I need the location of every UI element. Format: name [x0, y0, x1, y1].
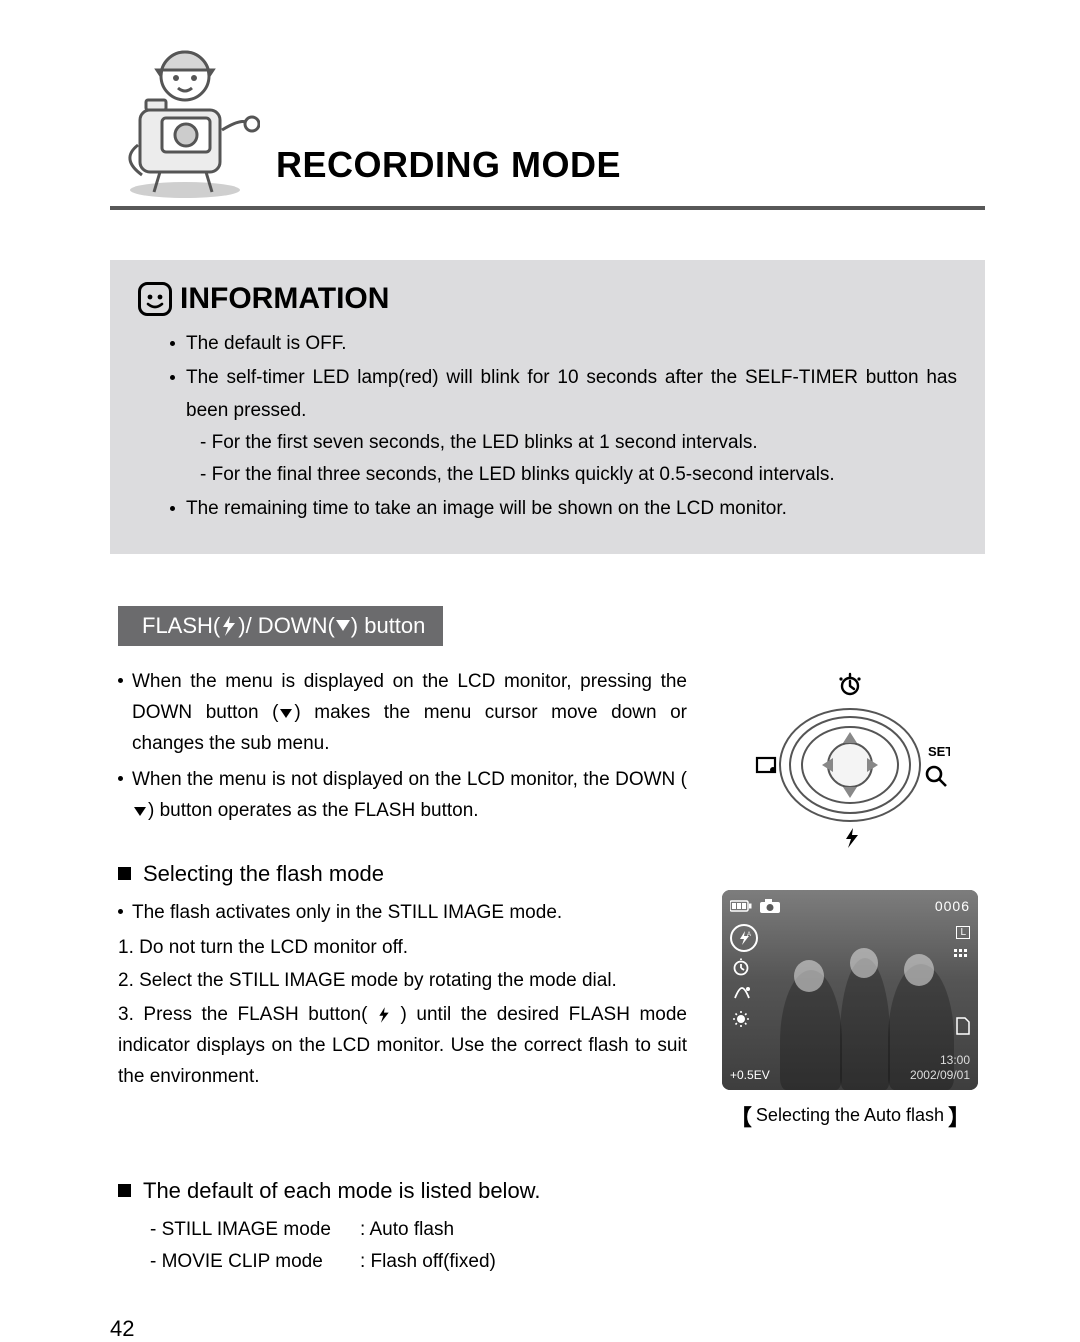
select-bullet: The flash activates only in the STILL IM…: [132, 897, 687, 928]
flash-icon: [377, 1006, 391, 1024]
info-item: The self-timer LED lamp(red) will blink …: [186, 362, 957, 491]
subheading-text: The default of each mode is listed below…: [143, 1178, 540, 1204]
section-bar-text: )/ DOWN(: [238, 613, 335, 639]
mascot-illustration: [110, 40, 260, 200]
controller-diagram: SET: [750, 670, 950, 860]
battery-icon: [730, 900, 752, 912]
select-step: 2. Select the STILL IMAGE mode by rotati…: [118, 965, 687, 996]
text: 3. Press the FLASH button(: [118, 1004, 377, 1025]
auto-flash-indicator: A: [730, 924, 758, 952]
lcd-caption: 【 Selecting the Auto flash 】: [715, 1100, 985, 1132]
flash-icon: [220, 615, 238, 637]
information-box: INFORMATION The default is OFF. The self…: [110, 260, 985, 554]
section-bar-text: FLASH(: [142, 613, 220, 639]
info-item: The default is OFF.: [186, 328, 957, 360]
lcd-counter: 0006: [935, 898, 970, 914]
text: ) button operates as the FLASH button.: [148, 800, 479, 821]
defaults-value: : Auto flash: [360, 1214, 454, 1246]
defaults-key: - STILL IMAGE mode: [150, 1214, 360, 1246]
lcd-time: 13:00: [910, 1053, 970, 1069]
macro-icon: [732, 986, 752, 1000]
quality-icon: [954, 949, 970, 961]
card-icon: [956, 1017, 970, 1035]
text: When the menu is not displayed on the LC…: [132, 769, 687, 790]
defaults-key: - MOVIE CLIP mode: [150, 1246, 360, 1278]
lcd-preview: 0006 A L +0.5EV 13:0: [722, 890, 978, 1090]
square-bullet-icon: [118, 1184, 131, 1197]
flash-desc-item: When the menu is not displayed on the LC…: [132, 764, 687, 827]
information-heading: INFORMATION: [180, 282, 389, 316]
info-item-text: The self-timer LED lamp(red) will blink …: [186, 367, 957, 420]
section-bar-text: ) button: [351, 613, 426, 639]
information-icon: [138, 282, 172, 316]
defaults-row: - MOVIE CLIP mode : Flash off(fixed): [110, 1246, 985, 1278]
section-bar-flash-down: FLASH( )/ DOWN( ) button: [118, 606, 443, 646]
info-item: The remaining time to take an image will…: [186, 493, 957, 525]
page-number: 42: [110, 1316, 985, 1342]
square-bullet-icon: [118, 867, 131, 880]
size-badge: L: [956, 926, 970, 939]
down-triangle-icon: [335, 619, 351, 633]
subheading-selecting-flash: Selecting the flash mode: [118, 861, 687, 887]
lcd-caption-text: Selecting the Auto flash: [756, 1105, 944, 1126]
info-subitem: - For the first seven seconds, the LED b…: [186, 427, 957, 459]
down-triangle-icon: [134, 807, 146, 816]
defaults-value: : Flash off(fixed): [360, 1246, 496, 1278]
page-title: RECORDING MODE: [276, 144, 621, 186]
lcd-date: 2002/09/01: [910, 1068, 970, 1084]
self-timer-icon: [732, 958, 750, 976]
set-label: SET: [928, 744, 950, 759]
defaults-row: - STILL IMAGE mode : Auto flash: [110, 1214, 985, 1246]
camera-icon: [760, 899, 780, 913]
select-step: 3. Press the FLASH button( ) until the d…: [118, 999, 687, 1093]
lcd-ev: +0.5EV: [730, 1068, 770, 1082]
down-triangle-icon: [280, 709, 292, 718]
page-header: RECORDING MODE: [110, 40, 985, 210]
info-subitem: - For the final three seconds, the LED b…: [186, 459, 957, 491]
svg-text:A: A: [747, 932, 751, 938]
flash-desc-item: When the menu is displayed on the LCD mo…: [132, 666, 687, 760]
subheading-text: Selecting the flash mode: [143, 861, 384, 887]
select-step: 1. Do not turn the LCD monitor off.: [118, 932, 687, 963]
wb-icon: [732, 1010, 750, 1028]
subheading-defaults: The default of each mode is listed below…: [118, 1178, 985, 1204]
